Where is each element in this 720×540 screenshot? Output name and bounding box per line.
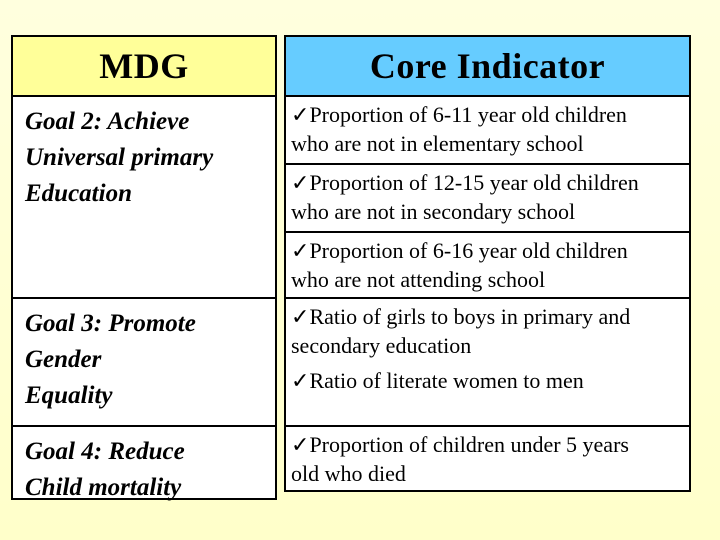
goal-2-cell: Goal 2: Achieve Universal primary Educat… xyxy=(13,95,275,297)
indicator-row-4: ✓Ratio of girls to boys in primary and s… xyxy=(286,297,689,425)
indicator-text: Proportion of 6-11 year old children who… xyxy=(291,102,627,156)
indicator-text: Ratio of girls to boys in primary and se… xyxy=(291,304,631,358)
indicator-row-5: ✓Proportion of children under 5 years ol… xyxy=(286,425,689,490)
indicator-text: Ratio of literate women to men xyxy=(309,368,584,393)
indicator-item: ✓Proportion of 12-15 year old children w… xyxy=(286,165,689,226)
indicator-text: Proportion of children under 5 years old… xyxy=(291,432,629,486)
mdg-table: MDG Goal 2: Achieve Universal primary Ed… xyxy=(11,35,277,501)
check-icon: ✓ xyxy=(291,170,310,195)
core-indicator-table: Core Indicator ✓Proportion of 6-11 year … xyxy=(284,35,691,492)
indicator-row-1: ✓Proportion of 6-11 year old children wh… xyxy=(286,95,689,163)
indicator-text: Proportion of 6-16 year old children who… xyxy=(291,238,628,292)
goal-4-cell: Goal 4: Reduce Child mortality xyxy=(13,425,275,506)
goal-2-text: Goal 2: Achieve Universal primary Educat… xyxy=(25,108,214,207)
core-indicator-header-cell: Core Indicator xyxy=(286,37,689,95)
mdg-header-cell: MDG xyxy=(13,37,275,95)
indicator-item: ✓Ratio of girls to boys in primary and s… xyxy=(286,299,689,360)
goal-3-text: Goal 3: Promote Gender Equality xyxy=(25,310,196,409)
core-indicator-header-label: Core Indicator xyxy=(369,46,606,86)
goal-4-text: Goal 4: Reduce Child mortality xyxy=(25,438,185,501)
check-icon: ✓ xyxy=(291,102,310,127)
check-icon: ✓ xyxy=(291,432,310,457)
indicator-item: ✓Proportion of children under 5 years ol… xyxy=(286,427,689,488)
indicator-row-3: ✓Proportion of 6-16 year old children wh… xyxy=(286,231,689,297)
goal-3-cell: Goal 3: Promote Gender Equality xyxy=(13,297,275,425)
indicator-text: Proportion of 12-15 year old children wh… xyxy=(291,170,639,224)
mdg-header-label: MDG xyxy=(99,46,189,86)
indicator-item: ✓Ratio of literate women to men xyxy=(286,366,689,395)
indicator-item: ✓Proportion of 6-11 year old children wh… xyxy=(286,97,689,158)
check-icon: ✓ xyxy=(291,368,310,393)
indicator-row-2: ✓Proportion of 12-15 year old children w… xyxy=(286,163,689,231)
check-icon: ✓ xyxy=(291,238,310,263)
indicator-item: ✓Proportion of 6-16 year old children wh… xyxy=(286,233,689,294)
check-icon: ✓ xyxy=(291,304,310,329)
